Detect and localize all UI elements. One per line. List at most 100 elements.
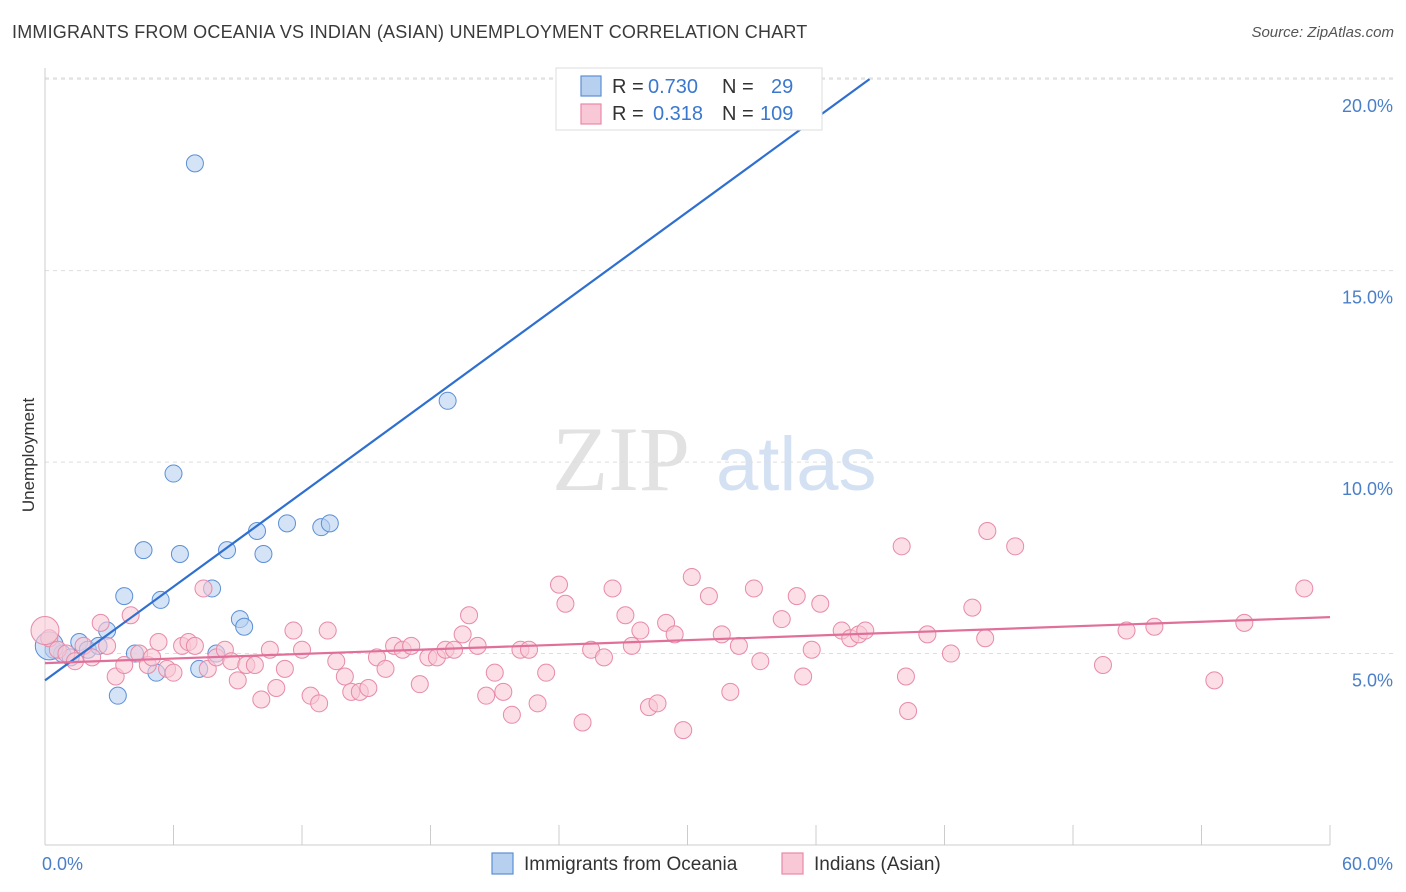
data-point	[674, 721, 693, 740]
data-point	[811, 594, 830, 613]
data-point	[228, 671, 247, 690]
stats-legend: R = 0.730 N = 29 R = 0.318 N = 109	[555, 67, 823, 131]
stats-n-value-1: 109	[760, 103, 793, 125]
data-point	[573, 713, 592, 732]
data-point	[318, 621, 337, 640]
data-point	[528, 694, 547, 713]
data-point	[721, 682, 740, 701]
data-point	[787, 587, 806, 606]
data-point	[335, 667, 354, 686]
data-point	[699, 587, 718, 606]
data-point	[30, 616, 60, 646]
data-point	[278, 514, 297, 533]
data-point	[594, 648, 613, 667]
watermark-zip: ZIP	[552, 408, 690, 510]
x-tick-label-max: 60.0%	[1342, 854, 1393, 874]
legend-label-indians: Indians (Asian)	[814, 854, 941, 875]
data-point	[1235, 613, 1254, 632]
stats-r-value-1: 0.318	[653, 103, 703, 125]
data-point	[712, 625, 731, 644]
data-point	[293, 640, 311, 659]
data-point	[1006, 537, 1025, 556]
data-point	[485, 663, 504, 682]
data-point	[468, 636, 487, 655]
data-point	[252, 690, 271, 709]
data-point	[218, 541, 237, 560]
data-point	[896, 667, 915, 686]
data-point	[267, 679, 286, 697]
data-point	[453, 625, 472, 644]
data-point	[185, 636, 204, 655]
data-point	[1117, 621, 1136, 640]
data-point	[556, 594, 575, 613]
data-point	[631, 621, 650, 640]
y-tick-label: 5.0%	[1352, 671, 1393, 691]
trend-line-oceania	[44, 78, 871, 682]
data-point	[744, 579, 763, 598]
data-point	[477, 686, 496, 705]
data-point	[164, 663, 183, 682]
data-point	[91, 613, 110, 632]
data-point	[856, 621, 875, 640]
data-point	[1145, 617, 1164, 636]
data-point	[772, 610, 791, 629]
data-point	[245, 656, 264, 675]
source-label: Source: ZipAtlas.com	[1251, 24, 1394, 41]
data-point	[320, 514, 339, 533]
y-axis-label: Unemployment	[19, 398, 38, 513]
data-point	[98, 636, 117, 655]
stats-n-label-0: N =	[722, 76, 754, 98]
data-point	[751, 652, 770, 671]
data-point	[170, 544, 189, 563]
watermark-atlas: atlas	[716, 422, 877, 507]
axes: 5.0% 10.0% 15.0% 20.0%	[44, 68, 1393, 846]
data-point	[284, 621, 303, 640]
data-point	[134, 541, 153, 560]
data-point	[359, 679, 378, 697]
data-point	[963, 598, 982, 617]
data-point	[254, 544, 273, 563]
data-point	[310, 694, 329, 713]
data-point	[1295, 579, 1314, 598]
data-point	[603, 579, 622, 598]
data-point	[520, 640, 539, 659]
data-point	[537, 663, 556, 682]
data-point	[151, 590, 170, 609]
stats-swatch-indians	[580, 103, 602, 125]
stats-n-label-1: N =	[722, 103, 754, 125]
y-tick-label: 10.0%	[1342, 479, 1393, 499]
data-point	[108, 686, 127, 705]
data-point	[648, 694, 667, 713]
data-point	[460, 606, 479, 625]
grid-lines	[45, 77, 1393, 655]
data-point	[494, 682, 513, 701]
bottom-legend: Immigrants from Oceania Indians (Asian)	[491, 852, 941, 875]
stats-swatch-oceania	[580, 75, 602, 97]
legend-swatch-oceania	[491, 852, 514, 875]
data-point	[794, 667, 813, 686]
series-indians-points	[30, 522, 1314, 740]
data-point	[941, 644, 960, 663]
data-point	[550, 575, 568, 594]
chart-title: IMMIGRANTS FROM OCEANIA VS INDIAN (ASIAN…	[12, 22, 808, 42]
stats-r-value-0: 0.730	[648, 76, 698, 98]
data-point	[729, 636, 748, 655]
stats-n-value-0: 29	[771, 76, 793, 98]
y-tick-label: 20.0%	[1342, 96, 1393, 116]
data-point	[918, 625, 937, 644]
data-point	[622, 636, 641, 655]
x-tick-label-min: 0.0%	[42, 854, 83, 874]
data-point	[892, 537, 911, 556]
data-point	[616, 606, 635, 625]
data-point	[327, 652, 346, 671]
data-point	[665, 625, 684, 644]
data-point	[410, 675, 429, 694]
data-point	[899, 701, 918, 720]
data-point	[149, 633, 168, 652]
data-point	[194, 579, 213, 598]
data-point	[376, 659, 395, 678]
legend-swatch-indians	[781, 852, 804, 875]
stats-r-label-1: R =	[612, 103, 644, 125]
data-point	[143, 648, 162, 667]
y-tick-label: 15.0%	[1342, 288, 1393, 308]
